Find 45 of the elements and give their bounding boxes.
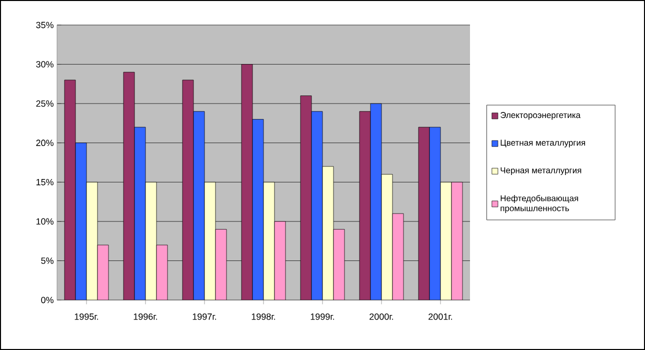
legend-label: Цветная металлургия (500, 140, 586, 148)
bar (252, 119, 264, 300)
bar (145, 182, 157, 300)
x-tick-label: 1998г. (252, 313, 276, 320)
x-tick-label: 1997г. (192, 313, 216, 320)
y-tick-label: 5% (41, 258, 54, 264)
x-tick-label: 2000г. (370, 313, 394, 320)
bar (311, 111, 323, 300)
bar (381, 174, 393, 300)
bar (193, 111, 205, 300)
y-tick-label: 15% (36, 178, 54, 186)
bar (274, 221, 286, 300)
bar (263, 182, 275, 300)
y-tick-label: 30% (36, 61, 54, 68)
legend-label: Нефтедобывающая промышленность (500, 194, 578, 213)
x-tick-label: 1999г. (310, 313, 334, 320)
bar (215, 229, 227, 300)
bar (123, 72, 135, 300)
bar (241, 64, 253, 300)
x-tick-label: 1996г. (134, 313, 158, 320)
bar (440, 182, 452, 300)
bar (322, 166, 334, 300)
bar (86, 182, 98, 300)
bar (370, 103, 382, 300)
bar (392, 213, 404, 300)
x-tick-label: 2001г. (428, 313, 452, 320)
legend-label: Электороэнергетика (500, 112, 581, 120)
y-tick-label: 10% (36, 218, 54, 225)
legend-label: Черная металлургия (500, 167, 582, 175)
bar (333, 229, 345, 300)
bar (300, 96, 312, 300)
y-tick-label: 0% (41, 296, 54, 304)
y-tick-label: 25% (36, 100, 54, 107)
bar (182, 80, 194, 300)
x-tick-label: 1995г. (74, 313, 98, 320)
y-tick-label: 35% (36, 22, 54, 28)
bar (75, 142, 87, 300)
bar (451, 182, 463, 300)
bar (134, 126, 146, 300)
bar (418, 126, 430, 300)
y-tick-label: 20% (36, 140, 54, 146)
bar (204, 182, 216, 300)
bar (429, 126, 441, 300)
bar (359, 111, 371, 300)
bar (64, 80, 76, 300)
